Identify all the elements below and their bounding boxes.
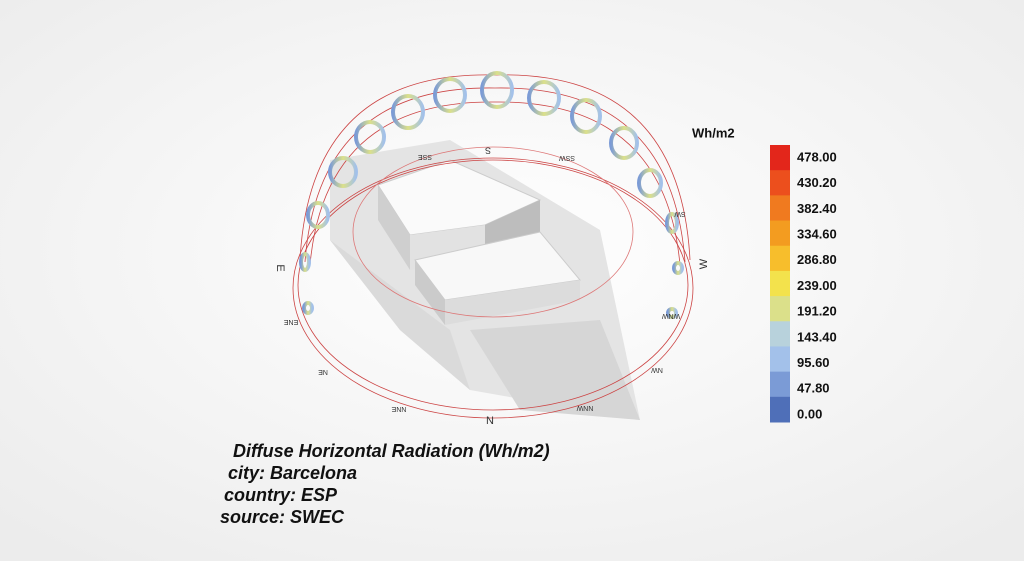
- legend-label: 239.00: [797, 278, 837, 293]
- compass-label: SW: [674, 210, 686, 217]
- compass-label: NE: [318, 368, 328, 375]
- compass-label: E: [274, 264, 286, 271]
- caption-line: source: SWEC: [220, 507, 345, 527]
- legend-label: 478.00: [797, 149, 837, 164]
- compass-label: N: [486, 415, 494, 427]
- caption-line: country: ESP: [224, 485, 338, 505]
- compass-label: WNW: [661, 312, 680, 319]
- sun-positions: [299, 71, 684, 319]
- legend-swatch: [770, 170, 790, 196]
- buildings: [377, 159, 581, 325]
- compass-label: NNE: [391, 405, 406, 412]
- legend-swatch: [770, 145, 790, 171]
- caption: Diffuse Horizontal Radiation (Wh/m2) cit…: [220, 441, 550, 527]
- compass-label: ENE: [283, 318, 298, 325]
- compass-label: SSE: [418, 153, 432, 160]
- compass-label: W: [698, 258, 710, 269]
- legend-label: 286.80: [797, 252, 837, 267]
- legend-swatch: [770, 396, 790, 423]
- caption-line: Diffuse Horizontal Radiation (Wh/m2): [233, 441, 550, 461]
- compass-label: NNW: [576, 404, 593, 411]
- legend-label: 334.60: [797, 227, 837, 242]
- legend-swatch: [770, 270, 790, 297]
- legend-label: 95.60: [797, 355, 830, 370]
- legend-swatch: [770, 195, 790, 222]
- compass-labels: S SSE SSW E ENE NE NNE N NNW NW WNW W SW: [274, 146, 710, 427]
- compass-label: NW: [651, 366, 663, 373]
- legend-label: 47.80: [797, 381, 830, 396]
- legend-label: 382.40: [797, 201, 837, 216]
- legend: Wh/m2 478.00 430.20 382.40 334.60 286.80 239.…: [692, 125, 837, 423]
- legend-label: 0.00: [797, 406, 822, 421]
- legend-label: 191.20: [797, 304, 837, 319]
- legend-swatch: [770, 371, 790, 398]
- legend-swatch: [770, 245, 790, 272]
- legend-label: 430.20: [797, 175, 837, 190]
- legend-title: Wh/m2: [692, 125, 735, 140]
- legend-swatch: [770, 220, 790, 247]
- legend-swatch: [770, 321, 790, 347]
- caption-line: city: Barcelona: [228, 463, 357, 483]
- compass-label: SSW: [559, 154, 575, 161]
- compass-label: S: [485, 146, 491, 156]
- legend-swatch: [770, 346, 790, 373]
- legend-swatch: [770, 296, 790, 322]
- legend-label: 143.40: [797, 329, 837, 344]
